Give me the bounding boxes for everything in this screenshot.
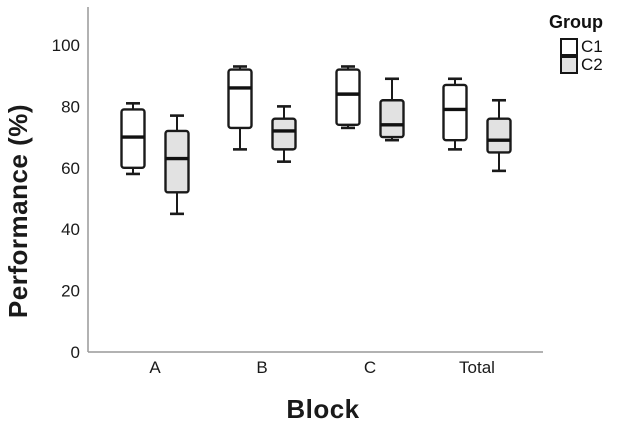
y-tick-label: 0 <box>71 343 80 362</box>
legend-label-c1: C1 <box>581 37 603 56</box>
legend: Group C1 C2 <box>549 12 619 74</box>
boxplot-A-C2 <box>164 114 190 216</box>
x-tick-label: A <box>149 358 161 377</box>
x-tick-label: Total <box>459 358 495 377</box>
legend-label-c2: C2 <box>581 55 603 74</box>
y-tick-label: 20 <box>61 282 80 301</box>
legend-entry-c2: C2 <box>560 55 619 74</box>
boxplot-B-C1 <box>227 65 253 151</box>
boxplot-Total-C2 <box>486 98 512 173</box>
boxplot-Total-C1 <box>442 77 468 151</box>
y-tick-label: 40 <box>61 220 80 239</box>
boxplot-A-C1 <box>120 102 146 176</box>
x-axis-title: Block <box>286 394 360 424</box>
legend-entry-c1: C1 <box>560 37 619 56</box>
x-tick-label: B <box>256 358 267 377</box>
y-axis-title: Performance (%) <box>3 103 33 319</box>
y-tick-label: 60 <box>61 159 80 178</box>
boxplot-B-C2 <box>271 105 297 163</box>
boxplot-C-C2 <box>379 77 405 142</box>
legend-title: Group <box>549 12 603 32</box>
y-tick-label: 100 <box>52 36 80 55</box>
boxplot-C-C1 <box>335 65 361 130</box>
legend-swatch-c1 <box>560 38 578 56</box>
y-tick-label: 80 <box>61 97 80 116</box>
x-tick-label: C <box>364 358 376 377</box>
legend-swatch-c2 <box>560 56 578 74</box>
